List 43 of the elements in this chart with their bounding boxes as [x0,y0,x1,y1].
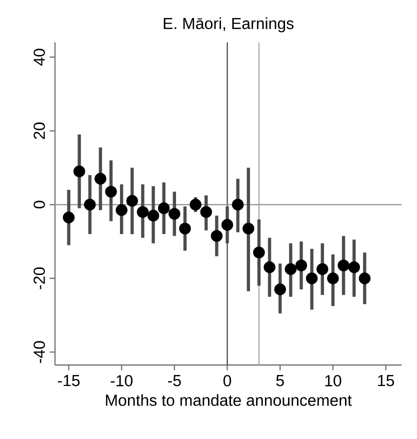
point [147,210,160,222]
point [327,272,339,284]
point [136,206,149,218]
point [126,195,138,207]
x-tick-label: -5 [168,375,181,386]
point [348,261,360,274]
x-tick-label: 15 [378,375,394,386]
point [253,246,265,258]
point [210,230,223,242]
point [295,260,308,272]
x-tick-label: 5 [276,375,284,386]
point [358,272,371,284]
point [84,198,96,210]
point [200,206,212,218]
point [242,222,254,234]
point [306,272,318,284]
point [94,172,106,185]
point [73,166,86,178]
y-tick-label: 0 [34,200,45,208]
y-tick-label: 40 [34,48,45,66]
point [221,219,234,231]
point [264,261,276,274]
y-tick-label: -40 [34,341,45,363]
x-tick-label: 0 [223,375,232,386]
point [284,263,297,275]
point [316,263,328,275]
point [232,198,244,210]
x-tick-label: -10 [110,375,133,386]
point [62,212,75,224]
chart-title: E. Māori, Earnings [164,17,294,32]
y-tick-label: -20 [34,267,45,290]
y-tick-label: 20 [34,122,45,139]
point [105,186,117,198]
x-tick-label: 10 [325,375,342,386]
point [158,202,170,214]
point [274,284,286,296]
x-axis-title: Months to mandate announcement [106,394,352,406]
point [116,204,128,216]
point [168,208,180,220]
point [338,260,350,272]
point [190,198,202,210]
point [179,222,191,234]
x-tick-label: -15 [58,375,80,386]
